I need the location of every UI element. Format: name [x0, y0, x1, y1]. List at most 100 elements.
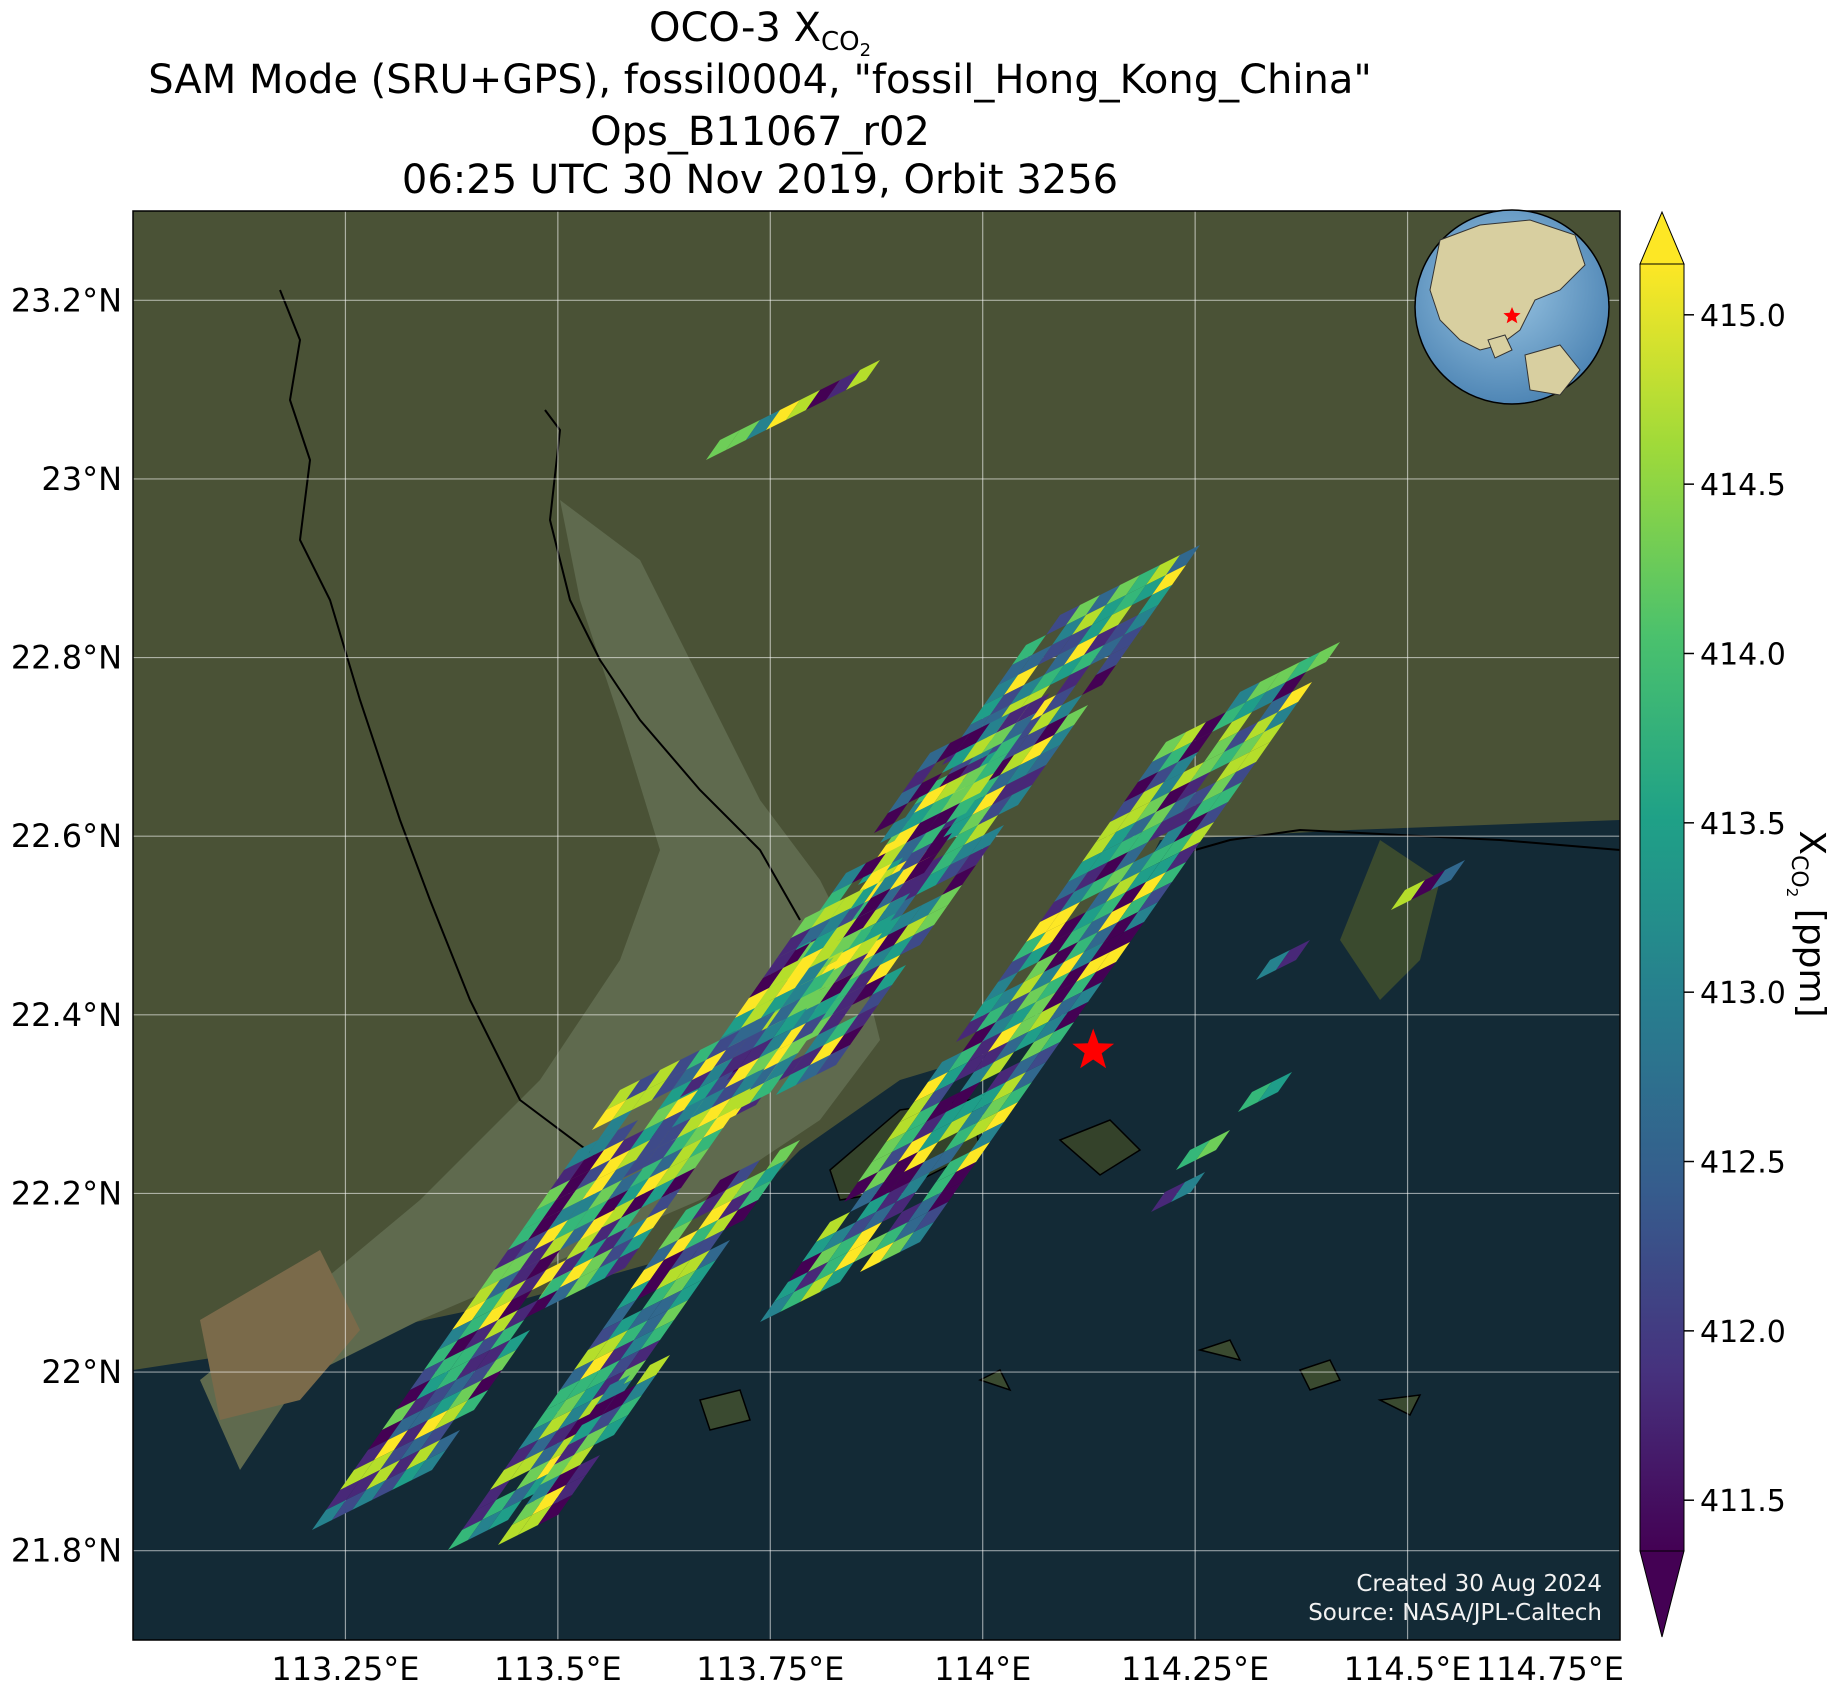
sounding-footprint — [842, 1212, 876, 1242]
sounding-footprint — [685, 1078, 719, 1108]
sounding-footprint — [892, 833, 926, 863]
sounding-footprint — [834, 1242, 868, 1272]
sounding-footprint — [1172, 722, 1206, 752]
sounding-footprint — [546, 1380, 580, 1410]
sounding-footprint — [1112, 585, 1146, 615]
sounding-footprint — [912, 823, 946, 853]
sounding-footprint — [1256, 950, 1290, 980]
sounding-footprint — [650, 1110, 684, 1140]
sounding-footprint — [400, 1430, 434, 1460]
sounding-footprint — [1032, 922, 1066, 952]
sounding-footprint — [514, 1230, 548, 1260]
colorbar-gradient — [1640, 264, 1684, 1551]
sounding-footprint — [944, 1122, 978, 1152]
sounding-footprint — [817, 908, 851, 938]
sounding-footprint — [792, 1013, 826, 1043]
islands — [699, 1339, 1422, 1431]
sounding-footprint — [476, 1480, 510, 1510]
sounding-footprint — [811, 898, 845, 928]
sounding-footprint — [559, 1258, 593, 1288]
sounding-footprint — [978, 795, 1012, 825]
sounding-footprint — [664, 1090, 698, 1120]
sounding-footprint — [1014, 1022, 1048, 1052]
sounding-footprint — [908, 895, 942, 925]
sounding-footprint — [546, 1465, 580, 1495]
credit-source: Source: NASA/JPL-Caltech — [1308, 1600, 1602, 1626]
sounding-footprint — [888, 1202, 922, 1232]
sounding-footprint — [593, 1228, 627, 1258]
sounding-footprint — [676, 1250, 710, 1280]
globe-star-marker — [1503, 307, 1521, 324]
sounding-footprint — [1110, 792, 1144, 822]
sounding-footprint — [560, 1445, 594, 1475]
target-marker-layer — [1072, 1028, 1115, 1069]
sounding-footprint — [1020, 1032, 1054, 1062]
sounding-footprint — [1222, 762, 1256, 792]
sounding-footprint — [894, 1212, 928, 1242]
sounding-footprint — [464, 1320, 498, 1350]
sounding-footprint — [739, 1038, 773, 1068]
sounding-footprint — [1098, 605, 1132, 635]
sounding-footprint — [900, 925, 934, 955]
sounding-footprint — [1012, 932, 1046, 962]
sounding-footprint — [934, 773, 968, 803]
sounding-footprint — [629, 1158, 663, 1188]
sounding-footprint — [970, 1122, 1004, 1152]
sounding-footprint — [420, 1420, 454, 1450]
globe-australia — [1524, 344, 1581, 396]
sounding-footprint — [1094, 852, 1128, 882]
sounding-footprint — [605, 1248, 639, 1278]
sounding-footprint — [934, 1062, 968, 1092]
sounding-footprint — [498, 1290, 532, 1320]
sounding-footprint — [1142, 802, 1176, 832]
sounding-footprint — [1088, 842, 1122, 872]
sounding-footprint — [789, 948, 823, 978]
sounding-footprint — [558, 1400, 592, 1430]
sounding-footprint — [727, 1018, 761, 1048]
sounding-footprint — [936, 1152, 970, 1182]
sounding-footprint — [706, 1030, 740, 1060]
sounding-footprint — [1034, 715, 1068, 745]
sounding-footprint — [928, 1052, 962, 1082]
sounding-footprint — [984, 1102, 1018, 1132]
sounding-footprint — [592, 1100, 626, 1130]
sounding-footprint — [452, 1300, 486, 1330]
sounding-footprint — [633, 1208, 667, 1238]
colorbar-tick-label: 414.5 — [1700, 468, 1786, 503]
sounding-footprint — [422, 1380, 456, 1410]
sounding-footprint — [898, 843, 932, 873]
colorbar-frame — [1639, 263, 1685, 1552]
sounding-footprint — [458, 1310, 492, 1340]
sounding-footprint — [1016, 693, 1050, 723]
sounding-footprint — [1044, 645, 1078, 675]
sounding-footprint — [870, 1172, 904, 1202]
sounding-footprint — [936, 733, 970, 763]
sounding-footprint — [1110, 625, 1144, 655]
lat-tick-label: 22.6°N — [11, 817, 122, 855]
colorbar-extend-min — [1639, 1550, 1685, 1638]
sounding-footprint — [860, 1242, 894, 1272]
sounding-footprint — [996, 703, 1030, 733]
sounding-footprint — [1054, 872, 1088, 902]
sounding-footprint — [1232, 692, 1266, 722]
sounding-footprint — [731, 1068, 765, 1098]
sounding-footprint — [692, 1050, 726, 1080]
sounding-footprint — [1188, 792, 1222, 822]
sounding-footprint — [1160, 832, 1194, 862]
sounding-footprint — [749, 968, 783, 998]
sounding-footprint — [834, 953, 868, 983]
sounding-footprint — [630, 1120, 664, 1150]
sounding-footprint — [1050, 952, 1084, 982]
lat-tick-label: 22°N — [41, 1353, 122, 1391]
sounding-footprint — [990, 982, 1024, 1012]
sounding-footprint — [1120, 852, 1154, 882]
sounding-footprint — [818, 883, 852, 913]
sounding-footprint — [1092, 595, 1126, 625]
sounding-footprint — [1036, 972, 1070, 1002]
sounding-footprint — [672, 1200, 706, 1230]
sounding-footprint — [666, 1050, 700, 1080]
sounding-footprint — [974, 753, 1008, 783]
sounding-footprint — [545, 1278, 579, 1308]
sounding-footprint — [594, 1330, 628, 1360]
